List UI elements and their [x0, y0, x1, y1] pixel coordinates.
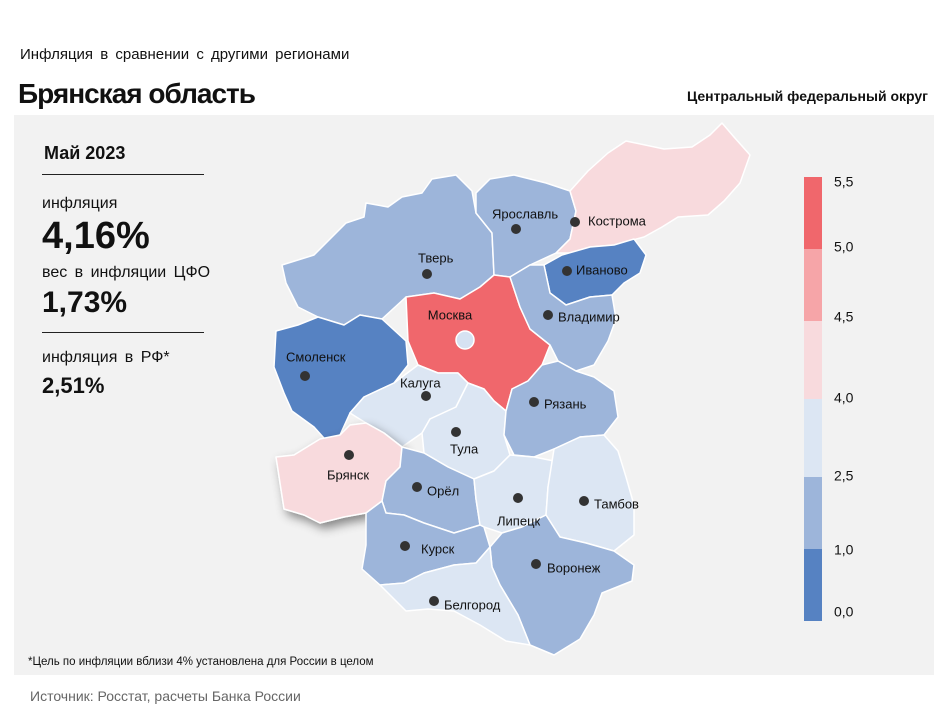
city-label: Тверь — [418, 250, 454, 265]
city-label: Белгород — [444, 597, 501, 612]
legend-tick-label: 5,0 — [834, 239, 854, 255]
legend-bin — [804, 399, 822, 477]
legend-tick-label: 5,5 — [834, 174, 854, 190]
district-label: Центральный федеральный округ — [686, 88, 928, 104]
city-marker — [455, 330, 475, 350]
city-marker — [429, 596, 439, 606]
region-labels: Тверь Ярославль Кострома Иваново Москва Влади… — [286, 206, 647, 612]
region-kostroma — [555, 122, 751, 254]
weight-value: 1,73% — [42, 286, 128, 319]
city-marker — [531, 559, 541, 569]
city-label: Курск — [421, 541, 455, 556]
city-label: Тула — [450, 441, 479, 456]
weight-label: вес в инфляции ЦФО — [42, 264, 211, 281]
city-marker — [570, 217, 580, 227]
legend-bin — [804, 477, 822, 549]
rf-inflation-label: инфляция в РФ* — [42, 349, 170, 366]
period-label: Май 2023 — [44, 143, 126, 163]
legend-bin — [804, 321, 822, 399]
city-marker — [529, 397, 539, 407]
city-label: Липецк — [497, 513, 541, 528]
region-vladimir — [509, 264, 617, 372]
city-marker — [562, 266, 572, 276]
footnote: *Цель по инфляции вблизи 4% установлена … — [28, 656, 374, 668]
city-marker — [400, 541, 410, 551]
city-marker — [511, 224, 521, 234]
city-label: Иваново — [576, 262, 628, 277]
divider — [42, 332, 204, 333]
legend-tick-label: 4,5 — [834, 309, 854, 325]
city-label: Кострома — [588, 213, 647, 228]
legend-ticks: 5,5 5,0 4,5 4,0 2,5 1,0 0,0 — [834, 174, 854, 620]
city-marker — [300, 371, 310, 381]
page-subtitle: Инфляция в сравнении с другими регионами — [20, 46, 350, 63]
city-marker — [421, 391, 431, 401]
city-label: Ярославль — [492, 206, 558, 221]
city-label: Рязань — [544, 396, 587, 411]
legend: 5,5 5,0 4,5 4,0 2,5 1,0 0,0 — [804, 174, 854, 621]
city-marker — [543, 310, 553, 320]
inflation-value: 4,16% — [42, 215, 150, 257]
city-label: Смоленск — [286, 349, 346, 364]
legend-bin — [804, 177, 822, 249]
divider — [42, 174, 204, 175]
legend-tick-label: 1,0 — [834, 542, 854, 558]
inflation-label: инфляция — [42, 195, 118, 212]
city-marker — [422, 269, 432, 279]
legend-tick-label: 2,5 — [834, 468, 854, 484]
city-label: Калуга — [400, 375, 441, 390]
city-label: Воронеж — [547, 560, 601, 575]
city-marker — [344, 450, 354, 460]
city-label: Тамбов — [594, 496, 639, 511]
legend-bin — [804, 249, 822, 321]
legend-bins — [804, 177, 822, 621]
city-label: Москва — [428, 307, 473, 322]
rf-inflation-value: 2,51% — [42, 373, 105, 398]
legend-tick-label: 4,0 — [834, 390, 854, 406]
region-belgorod — [379, 546, 531, 646]
region-map: Тверь Ярославль Кострома Иваново Москва Влади… — [273, 122, 854, 656]
stats-block: Май 2023 инфляция 4,16% вес в инфляции Ц… — [42, 143, 232, 399]
legend-bin — [804, 549, 822, 621]
source-note: Источник: Росстат, расчеты Банка России — [30, 688, 301, 704]
city-marker — [579, 496, 589, 506]
city-label: Орёл — [427, 483, 459, 498]
city-label: Брянск — [327, 467, 369, 482]
legend-tick-label: 0,0 — [834, 604, 854, 620]
city-marker — [451, 427, 461, 437]
page-title: Брянская область — [18, 78, 256, 109]
city-label: Владимир — [558, 309, 620, 324]
region-tambov — [545, 434, 635, 552]
city-marker — [412, 482, 422, 492]
content-panel: Май 2023 инфляция 4,16% вес в инфляции Ц… — [14, 115, 934, 675]
city-marker — [513, 493, 523, 503]
